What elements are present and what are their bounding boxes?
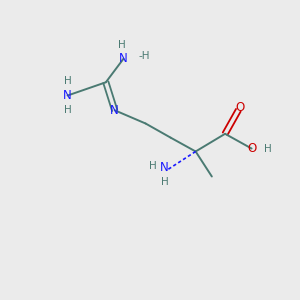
Text: -H: -H [138,51,150,61]
Text: O: O [247,142,256,155]
Text: O: O [235,101,244,114]
Text: N: N [110,104,119,117]
Text: H: H [64,105,71,115]
Text: H: H [264,143,272,154]
Text: H: H [118,40,125,50]
Text: H: H [149,161,157,171]
Text: N: N [160,161,169,174]
Text: N: N [119,52,128,65]
Text: H: H [64,76,71,86]
Text: H: H [161,177,169,188]
Text: N: N [63,89,72,102]
